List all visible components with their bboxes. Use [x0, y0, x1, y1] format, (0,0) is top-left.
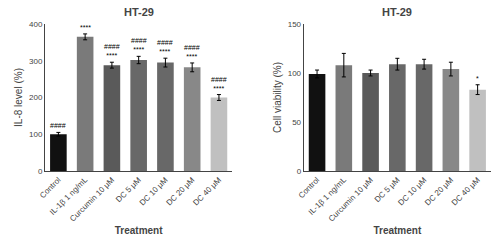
- svg-text:300: 300: [29, 57, 43, 66]
- svg-text:0: 0: [38, 167, 43, 176]
- svg-text:DC 20 μM: DC 20 μM: [423, 175, 455, 207]
- svg-text:DC 40 μM: DC 40 μM: [450, 175, 482, 207]
- svg-text:DC 40 μM: DC 40 μM: [191, 175, 223, 207]
- svg-text:0: 0: [297, 167, 302, 176]
- svg-text:100: 100: [288, 69, 302, 78]
- svg-text:####****: ####****: [157, 39, 173, 55]
- svg-text:400: 400: [29, 20, 43, 29]
- svg-text:DC 5 μM: DC 5 μM: [114, 175, 143, 204]
- svg-text:Curcumin 10 μM: Curcumin 10 μM: [68, 175, 116, 223]
- svg-text:####****: ####****: [104, 43, 120, 59]
- svg-text:50: 50: [292, 118, 301, 127]
- svg-text:Control: Control: [297, 175, 322, 200]
- svg-text:DC 20 μM: DC 20 μM: [164, 175, 196, 207]
- svg-text:Curcumin 10 μM: Curcumin 10 μM: [327, 175, 375, 223]
- svg-text:*: *: [476, 75, 479, 82]
- svg-text:HT-29: HT-29: [382, 6, 412, 18]
- svg-text:DC 5 μM: DC 5 μM: [373, 175, 402, 204]
- svg-text:IL-1β 1 ng/mL: IL-1β 1 ng/mL: [48, 175, 90, 217]
- svg-text:Treatment: Treatment: [115, 225, 163, 236]
- svg-text:200: 200: [29, 93, 43, 102]
- svg-text:####: ####: [50, 122, 66, 129]
- svg-text:####****: ####****: [211, 76, 227, 92]
- svg-text:Cell viability (%): Cell viability (%): [272, 62, 283, 133]
- svg-text:Control: Control: [38, 175, 63, 200]
- svg-text:####****: ####****: [184, 44, 200, 60]
- svg-text:HT-29: HT-29: [124, 6, 154, 18]
- svg-text:DC 10 μM: DC 10 μM: [138, 175, 170, 207]
- svg-text:****: ****: [80, 24, 91, 31]
- svg-text:150: 150: [288, 20, 302, 29]
- svg-text:####****: ####****: [131, 37, 147, 53]
- svg-text:IL-8 level (%): IL-8 level (%): [13, 68, 24, 127]
- svg-text:100: 100: [29, 130, 43, 139]
- svg-text:Treatment: Treatment: [373, 225, 421, 236]
- svg-text:IL-1β 1 ng/mL: IL-1β 1 ng/mL: [307, 175, 349, 217]
- svg-text:DC 10 μM: DC 10 μM: [396, 175, 428, 207]
